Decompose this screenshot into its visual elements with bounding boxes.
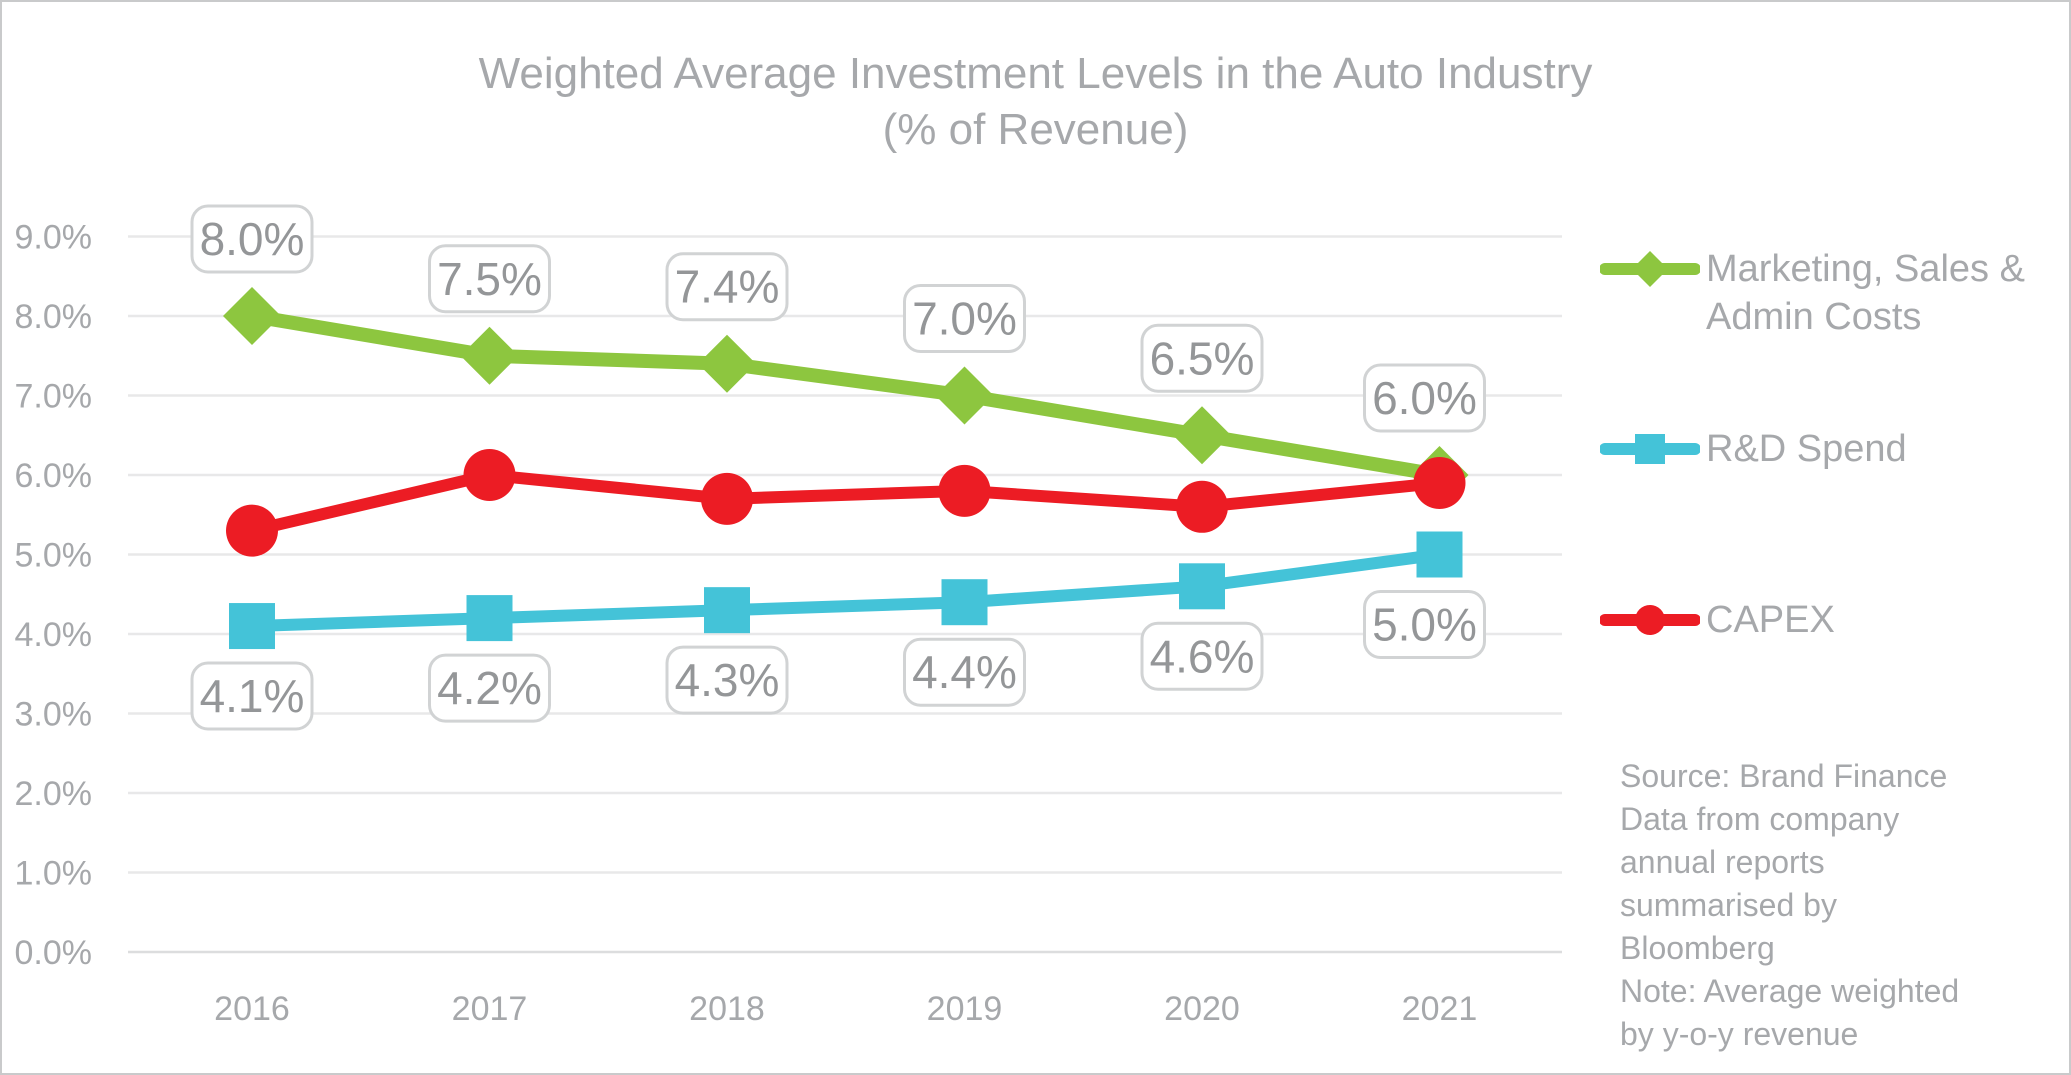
data-label: 6.0%: [1372, 372, 1477, 424]
legend-swatch-marketing: [1600, 251, 1700, 287]
marker-diamond: [935, 366, 994, 425]
legend-label-capex-line1: CAPEX: [1706, 599, 1835, 641]
marker-circle: [226, 504, 278, 557]
y-tick-label: 6.0%: [15, 457, 93, 495]
marker-square: [704, 587, 750, 634]
data-label: 8.0%: [200, 213, 305, 265]
marker-square: [1179, 563, 1225, 610]
legend-swatch-rnd: [1600, 434, 1700, 464]
marker-square: [466, 595, 513, 642]
source-note-line: Data from company: [1620, 801, 1900, 837]
legend-label-capex: CAPEX: [1706, 596, 1835, 644]
series-line-diamond: [250, 309, 1441, 482]
legend-swatch-capex: [1600, 605, 1700, 635]
data-label-box: [1140, 323, 1264, 393]
data-label: 4.6%: [1150, 630, 1255, 682]
legend-label-marketing: Marketing, Sales & Admin Costs: [1706, 245, 2025, 341]
data-label-box: [903, 284, 1026, 353]
y-tick-label: 9.0%: [15, 219, 93, 257]
x-tick-label: 2021: [1402, 990, 1478, 1028]
marker-square: [229, 603, 275, 650]
data-label-box: [428, 244, 551, 314]
legend-item-capex: CAPEX: [1600, 596, 1835, 644]
legend-item-rnd: R&D Spend: [1600, 425, 1907, 473]
marker-diamond: [1173, 406, 1231, 465]
data-label: 6.5%: [1150, 332, 1255, 384]
x-tick-label: 2018: [689, 990, 765, 1028]
chart-title-line1: Weighted Average Investment Levels in th…: [478, 49, 1593, 98]
legend-label-rnd: R&D Spend: [1706, 425, 1907, 473]
data-label-box: [665, 252, 789, 322]
marker-diamond: [460, 326, 519, 385]
x-tick-label: 2017: [452, 990, 528, 1028]
marker-square: [941, 579, 988, 626]
data-label: 4.2%: [437, 662, 542, 714]
y-tick-label: 3.0%: [15, 696, 93, 734]
legend-label-rnd-line1: R&D Spend: [1706, 428, 1907, 470]
data-label-box: [1363, 363, 1486, 433]
source-note-line: Note: Average weighted: [1620, 973, 1960, 1009]
source-note-line: Source: Brand Finance: [1620, 758, 1948, 794]
series-line-circle: [250, 468, 1441, 537]
source-note: Source: Brand Finance Data from company …: [1620, 755, 1959, 1056]
y-tick-label: 1.0%: [15, 855, 93, 893]
source-note-line: Bloomberg: [1620, 930, 1775, 966]
marker-circle: [463, 449, 516, 501]
source-note-line: annual reports: [1620, 844, 1825, 880]
y-tick-label: 2.0%: [15, 775, 93, 813]
series-line-square: [251, 548, 1441, 633]
data-label: 7.5%: [437, 253, 542, 305]
marker-circle: [701, 472, 753, 525]
marker-diamond: [223, 287, 281, 345]
legend-marker-diamond: [1632, 251, 1668, 287]
data-label-box: [903, 637, 1026, 707]
data-label-box: [428, 653, 551, 723]
data-label: 5.0%: [1372, 599, 1477, 651]
legend-label-marketing-line1: Marketing, Sales &: [1706, 248, 2025, 290]
x-tick-label: 2016: [214, 990, 290, 1028]
x-tick-label: 2020: [1164, 990, 1240, 1028]
legend-marker-circle: [1635, 605, 1665, 635]
data-label-box: [1363, 590, 1486, 659]
data-label: 7.0%: [912, 293, 1017, 345]
x-tick-label: 2019: [927, 990, 1003, 1028]
marker-square: [1416, 531, 1463, 578]
legend-marker-square: [1635, 434, 1665, 464]
data-label: 4.3%: [675, 654, 780, 706]
data-label-box: [665, 645, 789, 715]
legend-item-marketing: Marketing, Sales & Admin Costs: [1600, 245, 2025, 341]
chart-title-line2: (% of Revenue): [882, 105, 1189, 154]
chart-title: Weighted Average Investment Levels in th…: [2, 46, 2069, 158]
y-tick-label: 5.0%: [15, 537, 93, 575]
data-label: 4.4%: [912, 646, 1017, 698]
data-label-box: [190, 204, 314, 274]
marker-circle: [1413, 456, 1466, 509]
source-note-line: by y-o-y revenue: [1620, 1016, 1859, 1052]
marker-circle: [938, 464, 991, 517]
data-label: 7.4%: [675, 261, 780, 313]
data-label-box: [1140, 621, 1264, 691]
y-tick-label: 7.0%: [15, 378, 93, 416]
data-label: 4.1%: [200, 670, 305, 722]
y-tick-label: 8.0%: [15, 298, 93, 336]
legend-label-marketing-line2: Admin Costs: [1706, 296, 1922, 338]
y-tick-label: 4.0%: [15, 616, 93, 654]
marker-circle: [1176, 480, 1228, 533]
y-tick-label: 0.0%: [15, 934, 93, 972]
source-note-line: summarised by: [1620, 887, 1837, 923]
data-label-box: [190, 661, 314, 731]
marker-diamond: [698, 334, 756, 393]
